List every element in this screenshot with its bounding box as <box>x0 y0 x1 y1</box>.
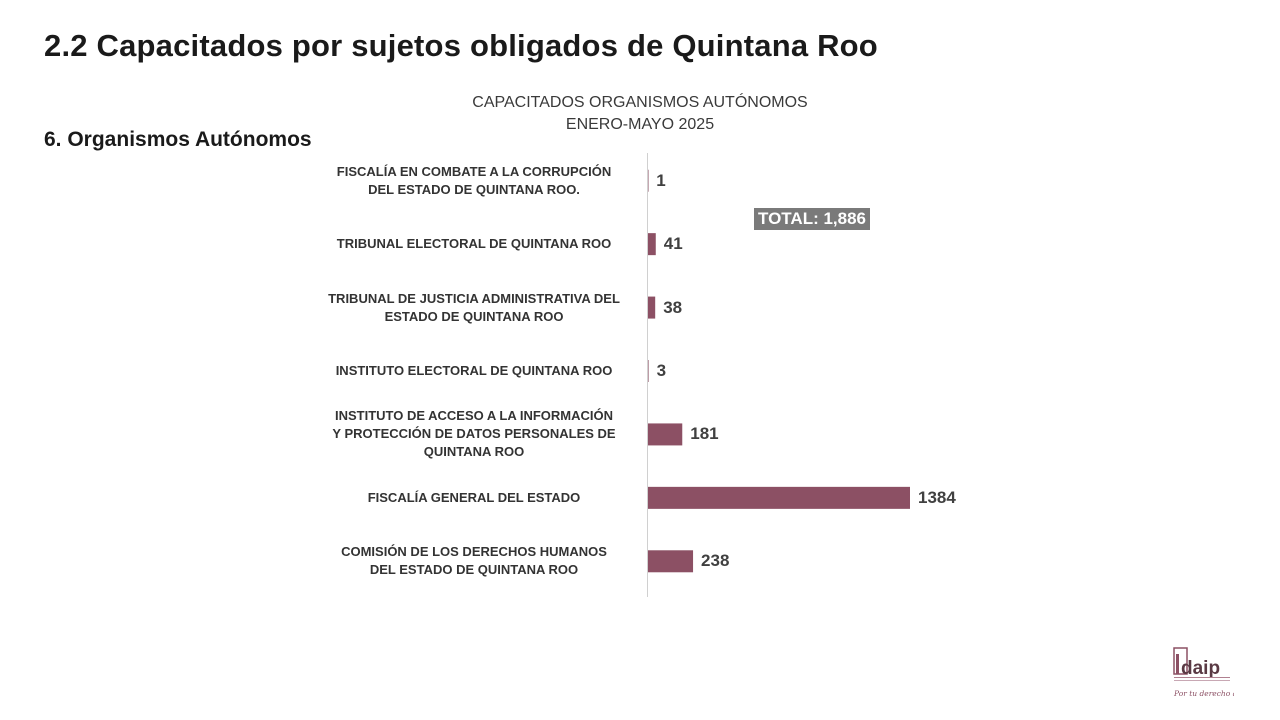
chart-title: CAPACITADOS ORGANISMOS AUTÓNOMOS <box>472 94 808 111</box>
bar <box>648 486 910 509</box>
bar <box>648 360 649 382</box>
value-label: 3 <box>656 361 667 380</box>
category-axis-line <box>647 153 648 597</box>
category-label: TRIBUNAL ELECTORAL DE QUINTANA ROO <box>336 236 612 252</box>
value-label: 1384 <box>918 487 956 507</box>
value-label: 41 <box>663 234 683 254</box>
total-annotation: TOTAL: 1,886 <box>754 208 871 230</box>
category-label: TRIBUNAL DE JUSTICIA ADMINISTRATIVA DEL E… <box>328 290 620 324</box>
category-label: COMISIÓN DE LOS DERECHOS HUMANOS DEL ESTA… <box>341 544 607 578</box>
value-label: 38 <box>663 297 683 317</box>
category-label: FISCALÍA EN COMBATE A LA CORRUPCIÓN DEL E… <box>336 163 612 197</box>
category-label: INSTITUTO ELECTORAL DE QUINTANA ROO <box>335 363 613 378</box>
chart-subtitle: ENERO-MAYO 2025 <box>565 116 715 133</box>
section-title: 6. Organismos Autónomos <box>44 128 312 151</box>
bar <box>648 233 656 256</box>
page-title: 2.2 Capacitados por sujetos obligados de… <box>44 28 878 63</box>
value-label: 238 <box>701 551 730 571</box>
svg-text:Por tu derecho a saber: Por tu derecho a saber <box>1173 689 1234 698</box>
category-label: FISCALÍA GENERAL DEL ESTADO <box>367 489 581 505</box>
value-label: 1 <box>656 170 666 190</box>
bar <box>648 296 656 319</box>
category-label: INSTITUTO DE ACCESO A LA INFORMACIÓN Y PR… <box>332 408 616 460</box>
bar <box>648 169 649 192</box>
value-label: 181 <box>690 424 719 444</box>
svg-text:daip: daip <box>1181 658 1220 679</box>
chart-title-block: CAPACITADOS ORGANISMOS AUTÓNOMOS ENERO-M… <box>400 92 880 136</box>
idaip-logo-icon: daip Por tu derecho a saber <box>1173 647 1261 698</box>
bar <box>648 550 694 573</box>
idaip-logo: daip Por tu derecho a saber <box>1172 646 1261 702</box>
bar <box>648 423 683 446</box>
